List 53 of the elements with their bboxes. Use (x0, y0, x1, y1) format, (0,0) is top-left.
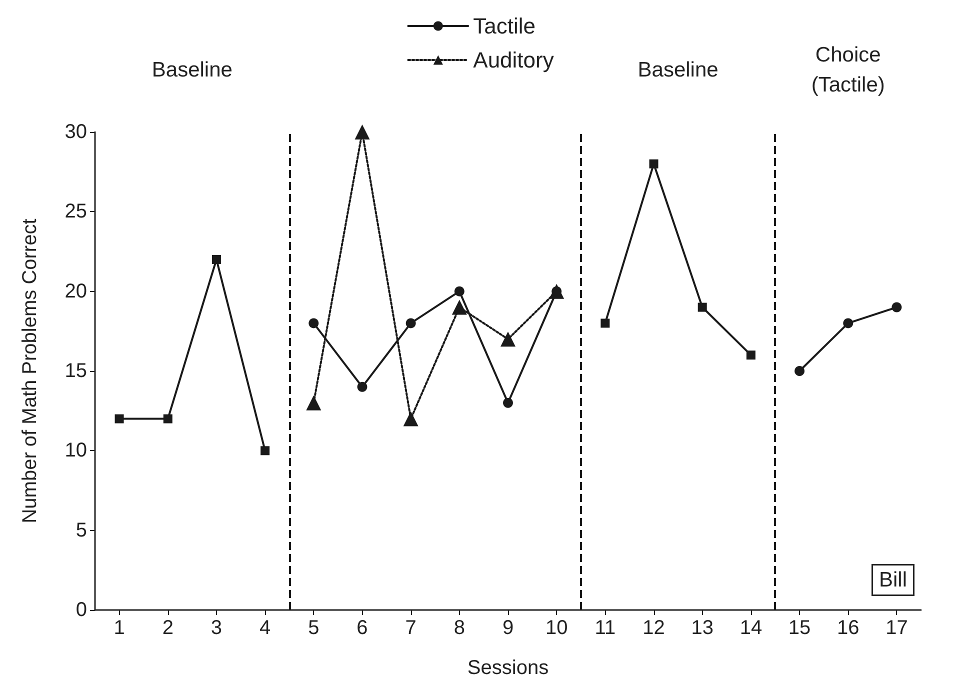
text: Choice (Tactile) (811, 44, 885, 96)
legend-label: Auditory (473, 48, 554, 72)
point (698, 302, 707, 312)
x-tick-label: 8 (454, 617, 465, 639)
x-tick-label: 14 (740, 617, 762, 639)
point (649, 159, 658, 168)
point (406, 318, 416, 328)
y-tick-label: 30 (64, 121, 87, 143)
point (843, 318, 854, 328)
point (600, 318, 610, 328)
x-axis-title: Sessions (467, 657, 549, 679)
legend-label: Tactile (473, 14, 536, 38)
x-tick-label: 2 (162, 617, 174, 639)
point (746, 350, 756, 360)
x-tick-label: 11 (594, 617, 616, 639)
point (452, 300, 467, 315)
x-tick-label: 4 (259, 617, 271, 639)
point (114, 414, 124, 424)
point (260, 446, 270, 456)
text: Baseline (638, 58, 718, 82)
x-tick-label: 15 (788, 617, 811, 639)
x-tick-label: 9 (502, 617, 514, 639)
y-tick-label: 20 (64, 280, 87, 302)
x-tick-label: 17 (886, 617, 908, 639)
y-tick-label: 0 (76, 599, 87, 621)
x-tick-label: 3 (210, 617, 222, 639)
x-tick-label: 5 (308, 617, 320, 639)
y-tick-label: 5 (76, 519, 87, 542)
text: Baseline (152, 58, 232, 82)
point (454, 286, 464, 296)
y-axis-title: Number of Math Problems Correct (19, 218, 41, 524)
point (357, 382, 368, 392)
x-tick-label: 13 (691, 617, 714, 639)
point (306, 395, 322, 410)
x-tick-label: 12 (642, 617, 665, 639)
x-tick-label: 16 (836, 617, 860, 639)
point (403, 411, 418, 426)
point (892, 302, 902, 312)
x-tick-label: 1 (114, 617, 125, 639)
x-tick-label: 10 (545, 617, 568, 639)
point (163, 414, 172, 424)
point (794, 366, 805, 376)
point (212, 254, 221, 264)
x-tick-label: 7 (405, 617, 416, 639)
y-tick-label: 10 (64, 440, 87, 462)
y-tick-label: 25 (64, 200, 87, 223)
point (354, 124, 370, 140)
point (308, 318, 319, 328)
annotation: Bill (878, 568, 907, 592)
point (503, 398, 513, 408)
x-tick-label: 6 (356, 617, 368, 639)
point (500, 332, 516, 347)
y-tick-label: 15 (64, 360, 87, 382)
